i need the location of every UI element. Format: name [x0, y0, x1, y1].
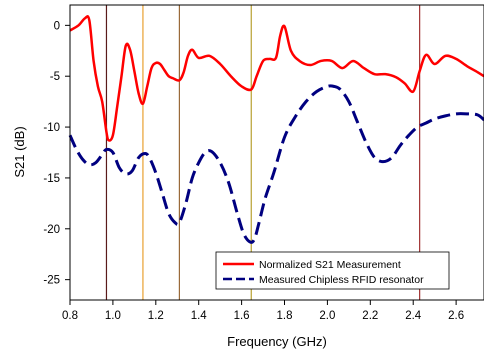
- y-tick-label: -15: [43, 173, 60, 185]
- y-tick-label: -25: [43, 275, 60, 287]
- x-tick-label: 2.6: [448, 310, 464, 322]
- legend-label-series-2: Measured Chipless RFID resonator: [259, 274, 424, 286]
- y-tick-label: -10: [43, 122, 60, 134]
- x-tick-label: 2.0: [319, 310, 335, 322]
- y-tick-label: -5: [50, 71, 60, 83]
- series-line-1: [69, 15, 484, 142]
- legend-label-series-1: Normalized S21 Measurement: [259, 259, 401, 271]
- x-tick-label: 1.8: [277, 310, 293, 322]
- x-tick-label: 1.6: [234, 310, 250, 322]
- x-axis: 0.8 1.0 1.2 1.4 1.6 1.8 2.0 2.2 2.4 2.6: [62, 300, 464, 322]
- x-axis-title: Frequency (GHz): [227, 334, 327, 349]
- series-line-2: [68, 84, 484, 244]
- y-axis: 0 -5 -10 -15 -20 -25: [43, 20, 70, 287]
- x-tick-label: 2.2: [362, 310, 378, 322]
- series-layer: [68, 15, 484, 244]
- x-tick-label: 1.2: [148, 310, 164, 322]
- legend: Normalized S21 Measurement Measured Chip…: [215, 251, 450, 290]
- y-tick-label: 0: [54, 20, 60, 32]
- y-tick-label: -20: [43, 224, 60, 236]
- legend-box: [215, 251, 450, 290]
- x-tick-label: 1.4: [191, 310, 208, 322]
- x-tick-label: 1.0: [105, 310, 121, 322]
- y-axis-title: S21 (dB): [12, 126, 27, 177]
- x-tick-label: 0.8: [62, 310, 78, 322]
- x-tick-label: 2.4: [405, 310, 422, 322]
- plot-frame: [69, 4, 484, 301]
